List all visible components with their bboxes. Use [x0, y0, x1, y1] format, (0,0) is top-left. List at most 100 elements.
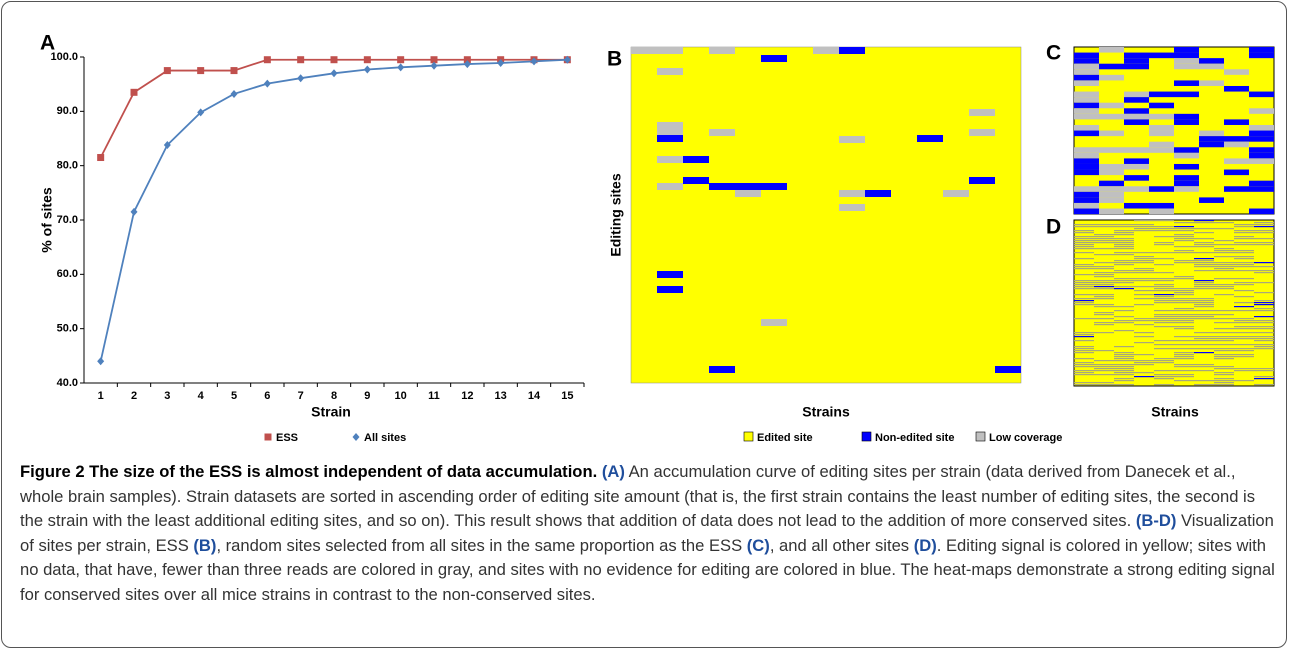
- heatmap-cell: [1154, 258, 1174, 260]
- x-tick-label: 3: [164, 390, 170, 402]
- heatmap-cell: [1249, 180, 1274, 187]
- heatmap-cell: [1234, 296, 1254, 298]
- heatmap-cell: [1174, 344, 1194, 346]
- heatmap-cell: [1074, 366, 1094, 368]
- heatmap-cell: [1094, 306, 1114, 308]
- heatmap-cell: [735, 190, 761, 197]
- heatmap-cell: [735, 183, 761, 190]
- heatmap-cell: [1234, 264, 1254, 266]
- heatmap-cell: [1149, 141, 1174, 148]
- heatmap-cell: [1134, 252, 1154, 254]
- heatmap-cell: [1134, 324, 1154, 326]
- heatmap-cell: [1094, 324, 1114, 326]
- heatmap-cell: [1174, 222, 1194, 224]
- heatmap-cell: [1234, 232, 1254, 234]
- point: [430, 61, 438, 70]
- heatmap-cell: [1094, 242, 1114, 244]
- heatmap-cell: [1234, 356, 1254, 358]
- legend-label: ESS: [276, 432, 298, 444]
- heatmap-cell: [1254, 338, 1274, 340]
- heatmap-cell: [1149, 202, 1174, 209]
- heatmap-cell: [657, 68, 683, 75]
- heatmap-cell: [1099, 186, 1124, 192]
- heatmap-cell: [1214, 318, 1234, 320]
- heatmap-cell: [1174, 252, 1194, 254]
- heatmap-cell: [1174, 288, 1194, 290]
- heatmap-cell: [1199, 197, 1224, 203]
- heatmap-cell: [1199, 80, 1224, 86]
- heatmap-cell: [1234, 256, 1254, 258]
- heatmap-cell: [1174, 230, 1194, 232]
- heatmap-cell: [1174, 58, 1199, 64]
- heatmap-cell: [1254, 368, 1274, 370]
- heatmap-cell: [1124, 163, 1149, 170]
- heatmap-cell: [1254, 320, 1274, 322]
- heatmap-cell: [1114, 278, 1134, 280]
- heatmap-cell: [1194, 364, 1214, 366]
- heatmap-cell: [1214, 372, 1234, 374]
- heatmap-cell: [1254, 326, 1274, 328]
- heatmap-cell: [1074, 246, 1094, 248]
- legend-label: All sites: [364, 432, 406, 444]
- heatmap-cell: [1254, 370, 1274, 372]
- heatmap-cell: [1074, 163, 1099, 170]
- caption-ref: (C): [746, 535, 770, 555]
- heatmap-cell: [1194, 286, 1214, 288]
- heatmap-cell: [1094, 238, 1114, 240]
- heatmap-cell: [1194, 316, 1214, 318]
- heatmap-cell: [1074, 208, 1099, 215]
- heatmap-cell: [1149, 208, 1174, 215]
- heatmap-cell: [1074, 336, 1094, 338]
- x-tick-label: 6: [264, 390, 270, 402]
- heatmap-cell: [917, 135, 943, 142]
- heatmap-cell: [1074, 238, 1094, 240]
- heatmap-cell: [1249, 47, 1274, 53]
- caption-ref: (A): [601, 462, 625, 481]
- heatmap-cell: [1074, 286, 1094, 288]
- point: [297, 74, 305, 83]
- heatmap-cell: [1194, 244, 1214, 246]
- heatmap-cell: [1134, 270, 1154, 272]
- heatmap-cell: [1074, 91, 1099, 98]
- heatmap-cell: [1224, 169, 1249, 176]
- heatmap-cell: [1094, 384, 1114, 386]
- heatmap-cell: [1174, 358, 1194, 360]
- heatmap-cell: [1114, 288, 1134, 290]
- heatmap-cell: [1234, 230, 1254, 232]
- heatmap-cell: [1114, 264, 1134, 266]
- heatmap-cell: [1224, 186, 1249, 192]
- heatmap-cell: [1214, 328, 1234, 330]
- heatmap-cell: [1154, 348, 1174, 350]
- heatmap-cell: [1174, 322, 1194, 324]
- heatmap-cell: [1214, 378, 1234, 380]
- heatmap-cell: [1214, 240, 1234, 242]
- heatmap-cell: [1099, 63, 1124, 70]
- point: [230, 67, 238, 75]
- heatmap-cell: [1074, 340, 1094, 342]
- heatmap-cell: [1134, 290, 1154, 292]
- heatmap-cell: [1099, 180, 1124, 187]
- heatmap-cell: [1254, 300, 1274, 302]
- heatmap-cell: [1094, 274, 1114, 276]
- heatmap-cell: [1094, 280, 1114, 282]
- heatmap-cell: [1214, 252, 1234, 254]
- heatmap-cell: [1114, 242, 1134, 244]
- heatmap-cell: [1174, 180, 1199, 187]
- heatmap-cell: [1174, 320, 1194, 322]
- heatmap-cell: [1134, 220, 1154, 222]
- heatmap-cell: [1234, 238, 1254, 240]
- heatmap-cell: [1134, 360, 1154, 362]
- heatmap-cell: [1134, 258, 1154, 260]
- heatmap-cell: [1214, 310, 1234, 312]
- heatmap-cell: [1254, 272, 1274, 274]
- heatmap-cell: [1074, 52, 1099, 59]
- heatmap-cell: [1234, 236, 1254, 238]
- heatmap-cell: [1174, 80, 1199, 86]
- heatmap-cell: [1114, 372, 1134, 374]
- heatmap-cell: [1134, 320, 1154, 322]
- heatmap-cell: [1194, 282, 1214, 284]
- heatmap-cell: [1114, 374, 1134, 376]
- heatmap-cell: [813, 47, 839, 54]
- heatmap-cell: [1074, 284, 1094, 286]
